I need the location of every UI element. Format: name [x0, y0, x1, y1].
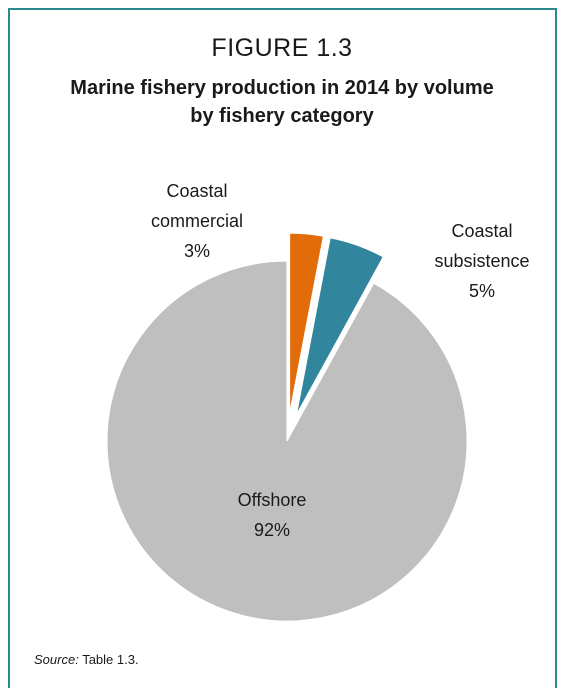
pie-value-label: 92%	[254, 520, 290, 540]
pie-slice-coastal-commercial	[289, 232, 324, 414]
pie-value-label: 5%	[469, 281, 495, 301]
figure-title: Marine fishery production in 2014 by vol…	[0, 74, 564, 130]
pie-slice-offshore	[106, 260, 468, 622]
pie-slice-coastal-subsistence	[295, 237, 384, 415]
source-text: Table 1.3.	[82, 652, 139, 667]
figure-title-line-2: by fishery category	[190, 105, 374, 127]
pie-category-label: Coastal	[451, 221, 512, 241]
pie-category-label: Offshore	[238, 490, 307, 510]
figure-number: FIGURE 1.3	[211, 34, 353, 62]
source-prefix: Source:	[34, 652, 79, 667]
pie-category-label: commercial	[151, 211, 243, 231]
source-note: Source: Table 1.3.	[34, 652, 139, 667]
pie-labels: Coastal commercial 3% Coastal subsistence 5% O…	[151, 181, 530, 540]
figure-frame	[8, 8, 557, 688]
figure-title-line-1: Marine fishery production in 2014 by vol…	[70, 77, 494, 99]
pie-label-coastal-commercial: Coastal commercial 3%	[151, 181, 243, 261]
pie-value-label: 3%	[184, 241, 210, 261]
pie-category-label: subsistence	[434, 251, 529, 271]
pie-label-coastal-subsistence: Coastal subsistence 5%	[434, 221, 529, 301]
pie-label-offshore: Offshore 92%	[238, 490, 307, 540]
pie-slices	[106, 232, 468, 622]
pie-category-label: Coastal	[166, 181, 227, 201]
